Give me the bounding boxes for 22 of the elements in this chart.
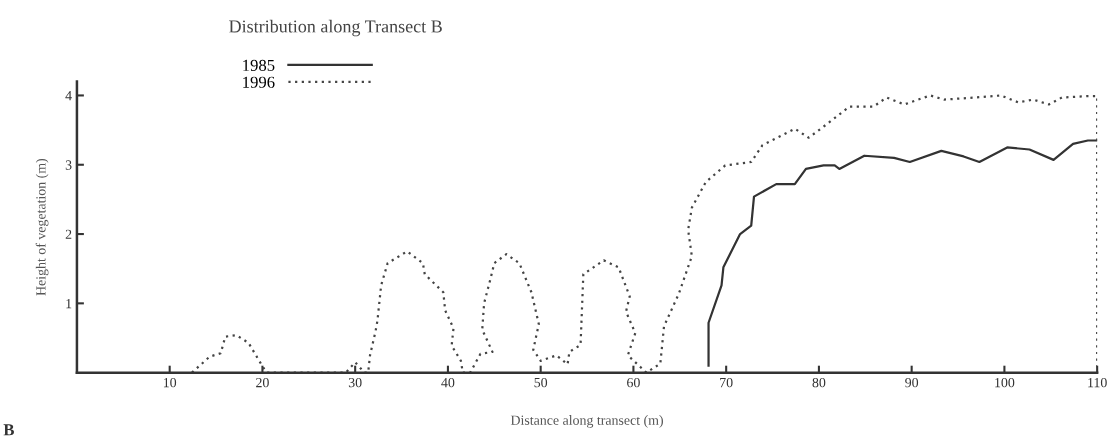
x-tick-label: 20 [256,377,269,388]
x-tick-label: 80 [812,377,826,388]
text: B [3,424,14,436]
y-tick-label: 3 [65,160,72,170]
y-tick-label: 1 [66,298,72,309]
x-tick-label: 100 [995,377,1015,388]
x-tick-label: 10 [163,377,177,388]
y-axis-title: Height of vegetation (m) [35,158,49,296]
x-tick-label: 30 [348,377,362,388]
x-tick-label: 110 [1088,377,1107,388]
legend-label: 1985 [243,59,275,71]
x-tick-label: 70 [720,377,733,388]
line-series [707,139,1098,367]
x-tick-label: 90 [905,377,919,388]
x-axis-title: Distance along transect (m) [510,415,663,428]
x-tick-label: 40 [441,377,455,388]
y-tick-label: 2 [65,229,72,239]
legend-label: 1996 [243,76,275,88]
x-tick-label: 60 [627,377,640,388]
y-tick-label: 4 [65,91,72,101]
x-tick-label: 50 [534,377,548,388]
chart-title: Distribution along Transect B [229,19,442,37]
